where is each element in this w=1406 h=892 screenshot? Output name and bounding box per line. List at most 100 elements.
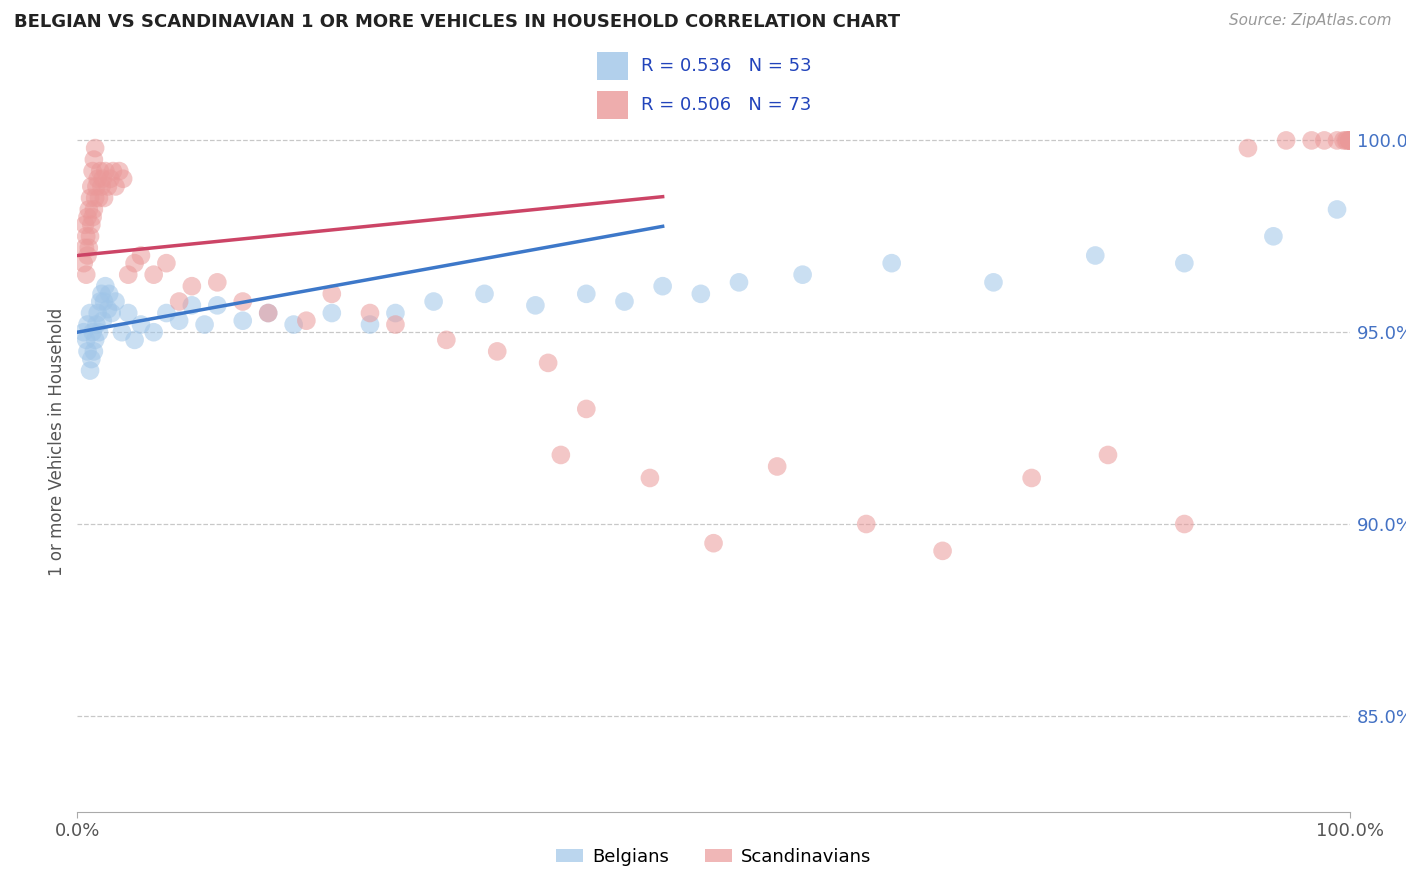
Point (766, 459, 789, 474)
Point (89, 294, 111, 309)
Point (124, 256, 146, 270)
Point (257, 306, 280, 320)
Point (100, 306, 122, 320)
Bar (598, 91, 627, 120)
Point (1339, 133, 1361, 147)
Point (79, 306, 101, 320)
Point (108, 164, 131, 178)
Text: BELGIAN VS SCANDINAVIAN 1 OR MORE VEHICLES IN HOUSEHOLD CORRELATION CHART: BELGIAN VS SCANDINAVIAN 1 OR MORE VEHICL… (14, 13, 900, 31)
Point (537, 356, 560, 370)
Point (384, 318, 406, 332)
Point (97, 302, 120, 317)
Point (1313, 133, 1336, 147)
Point (359, 318, 381, 332)
Point (1173, 516, 1195, 531)
Point (91, 314, 114, 328)
Point (73, 218, 96, 232)
Point (295, 314, 318, 328)
Point (1021, 471, 1043, 485)
Point (94, 279, 117, 293)
Point (575, 286, 598, 301)
Point (79, 363, 101, 377)
Point (575, 401, 598, 416)
Point (167, 294, 190, 309)
Point (931, 544, 953, 558)
Point (524, 298, 547, 312)
Point (129, 318, 152, 332)
Point (167, 314, 190, 328)
Point (129, 248, 152, 262)
Point (93, 191, 115, 205)
Point (87, 325, 110, 339)
Point (91, 171, 114, 186)
Text: R = 0.506   N = 73: R = 0.506 N = 73 (641, 96, 811, 114)
Point (86, 318, 108, 332)
Point (124, 333, 146, 347)
Point (1326, 202, 1348, 217)
Point (86, 171, 108, 186)
Point (142, 268, 165, 282)
Point (194, 318, 217, 332)
Point (117, 268, 139, 282)
Point (486, 344, 509, 359)
Bar (598, 53, 627, 80)
Point (90, 179, 112, 194)
Point (100, 171, 122, 186)
Point (80, 218, 103, 232)
Point (101, 164, 124, 178)
Point (207, 298, 229, 312)
Point (73, 325, 96, 339)
Point (93, 294, 115, 309)
Point (232, 294, 254, 309)
Point (880, 256, 903, 270)
Point (117, 306, 139, 320)
Point (689, 286, 711, 301)
Point (651, 279, 673, 293)
Point (86, 179, 108, 194)
Point (321, 306, 343, 320)
Point (855, 516, 877, 531)
Point (84, 191, 107, 205)
Point (142, 325, 165, 339)
Point (94, 164, 117, 178)
Point (79, 229, 101, 244)
Point (155, 306, 177, 320)
Point (1339, 133, 1361, 147)
Point (321, 286, 343, 301)
Point (550, 448, 572, 462)
Point (155, 256, 177, 270)
Point (77, 241, 100, 255)
Point (82, 325, 104, 339)
Point (80, 179, 103, 194)
Point (728, 276, 751, 290)
Point (112, 171, 135, 186)
Point (111, 325, 134, 339)
Point (1339, 133, 1361, 147)
Point (80, 352, 103, 367)
Point (76, 318, 98, 332)
Point (83, 153, 105, 167)
Point (1334, 133, 1357, 147)
Point (82, 210, 104, 224)
Point (1097, 448, 1119, 462)
Point (638, 471, 661, 485)
Point (422, 294, 444, 309)
Point (86, 306, 108, 320)
Point (1084, 248, 1107, 262)
Point (75, 333, 97, 347)
Point (87, 191, 110, 205)
Point (474, 286, 496, 301)
Point (207, 276, 229, 290)
Point (83, 202, 105, 217)
Point (104, 179, 127, 194)
Point (98, 286, 121, 301)
Point (1263, 229, 1285, 244)
Point (983, 276, 1005, 290)
Point (1331, 133, 1354, 147)
Point (1275, 133, 1298, 147)
Point (257, 306, 280, 320)
Point (180, 279, 202, 293)
Point (75, 268, 97, 282)
Point (283, 318, 305, 332)
Point (84, 333, 107, 347)
